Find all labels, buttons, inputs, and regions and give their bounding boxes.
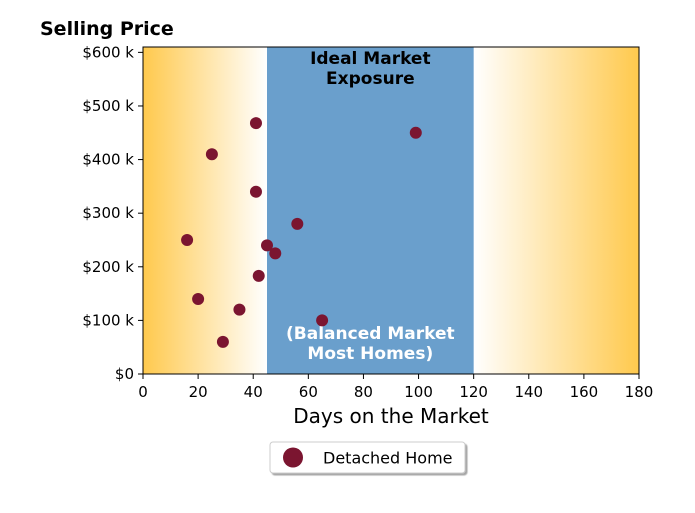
data-point-0-5 bbox=[249, 117, 262, 130]
x-tick-label-1: 20 bbox=[189, 383, 208, 401]
x-tick-label-6: 120 bbox=[459, 383, 488, 401]
data-point-0-10 bbox=[291, 217, 304, 230]
plot-background bbox=[143, 47, 639, 374]
y-tick-label-6: $600 k bbox=[82, 43, 134, 61]
ideal-band bbox=[267, 47, 474, 374]
x-axis-title: Days on the Market bbox=[293, 404, 489, 428]
data-point-0-2 bbox=[205, 148, 218, 161]
data-point-0-11 bbox=[316, 314, 329, 327]
x-tick-label-8: 160 bbox=[570, 383, 599, 401]
left-gradient-region bbox=[143, 47, 267, 374]
data-point-0-0 bbox=[181, 233, 194, 246]
plot-frame bbox=[142, 46, 640, 375]
right-gradient-region bbox=[473, 47, 639, 374]
y-tick-label-1: $100 k bbox=[82, 311, 134, 329]
x-tick-label-0: 0 bbox=[138, 383, 148, 401]
y-tick-label-4: $400 k bbox=[82, 151, 134, 169]
y-axis: $0 $100 k $200 k $300 k $400 k $500 k $600 k bbox=[82, 43, 143, 383]
x-tick-label-9: 180 bbox=[625, 383, 654, 401]
x-tick-label-7: 140 bbox=[514, 383, 543, 401]
x-axis: 0 20 40 60 80 100 120 140 160 180 bbox=[138, 374, 653, 401]
data-points bbox=[181, 117, 422, 348]
x-tick-label-4: 80 bbox=[354, 383, 373, 401]
data-point-0-4 bbox=[233, 303, 246, 316]
x-tick-label-5: 100 bbox=[404, 383, 433, 401]
data-point-0-12 bbox=[409, 126, 422, 139]
band-label-bottom-line-2: Most Homes) bbox=[307, 344, 433, 364]
data-point-0-1 bbox=[192, 292, 205, 305]
band-label-bottom-line-1: (Balanced Market bbox=[286, 324, 455, 344]
data-point-0-7 bbox=[252, 269, 265, 282]
legend-box bbox=[269, 441, 466, 474]
legend-label: Detached Home bbox=[323, 449, 453, 468]
x-tick-label-3: 60 bbox=[299, 383, 318, 401]
band-label-top-line-1: Ideal Market bbox=[310, 49, 431, 69]
y-tick-label-2: $200 k bbox=[82, 258, 134, 276]
legend-marker bbox=[283, 447, 303, 468]
data-point-0-8 bbox=[261, 239, 273, 252]
y-axis-title: Selling Price bbox=[40, 18, 174, 40]
data-point-0-9 bbox=[269, 247, 282, 260]
y-tick-label-3: $300 k bbox=[82, 204, 134, 222]
data-point-0-3 bbox=[216, 335, 229, 348]
y-tick-label-0: $0 bbox=[115, 365, 134, 383]
x-tick-label-2: 40 bbox=[244, 383, 263, 401]
band-label-top-line-2: Exposure bbox=[326, 69, 415, 89]
data-point-0-6 bbox=[249, 185, 262, 198]
y-tick-label-5: $500 k bbox=[82, 97, 134, 115]
legend: Detached Home bbox=[269, 441, 466, 474]
